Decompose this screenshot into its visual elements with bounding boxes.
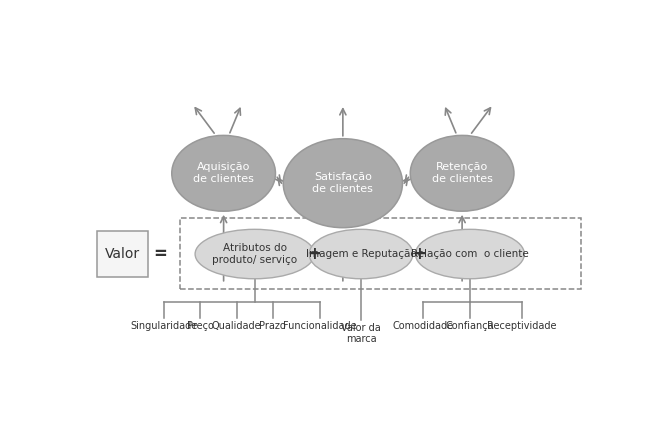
- Text: Atributos do
produto/ serviço: Atributos do produto/ serviço: [212, 243, 297, 265]
- Ellipse shape: [415, 229, 524, 279]
- FancyBboxPatch shape: [96, 231, 149, 277]
- Text: Funcionalidade: Funcionalidade: [283, 321, 357, 331]
- Text: +: +: [308, 245, 321, 263]
- Ellipse shape: [172, 135, 276, 211]
- Ellipse shape: [195, 229, 314, 279]
- Text: Receptividade: Receptividade: [487, 321, 557, 331]
- Text: Satisfação
de clientes: Satisfação de clientes: [312, 172, 373, 194]
- Text: Valor da
marca: Valor da marca: [341, 323, 381, 344]
- Text: +: +: [413, 245, 427, 263]
- Text: Retenção
de clientes: Retenção de clientes: [432, 163, 492, 184]
- Text: Singularidade: Singularidade: [130, 321, 197, 331]
- Text: =: =: [153, 245, 167, 263]
- Text: Confiança: Confiança: [446, 321, 494, 331]
- Text: Imagem e Reputação: Imagem e Reputação: [306, 249, 416, 259]
- Text: Prazo: Prazo: [260, 321, 286, 331]
- Text: Relação com  o cliente: Relação com o cliente: [411, 249, 529, 259]
- Ellipse shape: [309, 229, 413, 279]
- Text: Aquisição
de clientes: Aquisição de clientes: [193, 163, 254, 184]
- Text: Qualidade: Qualidade: [212, 321, 262, 331]
- Text: Valor: Valor: [105, 247, 140, 261]
- Ellipse shape: [410, 135, 514, 211]
- Text: Comodidade: Comodidade: [393, 321, 454, 331]
- Text: Preço: Preço: [187, 321, 213, 331]
- Ellipse shape: [283, 139, 403, 228]
